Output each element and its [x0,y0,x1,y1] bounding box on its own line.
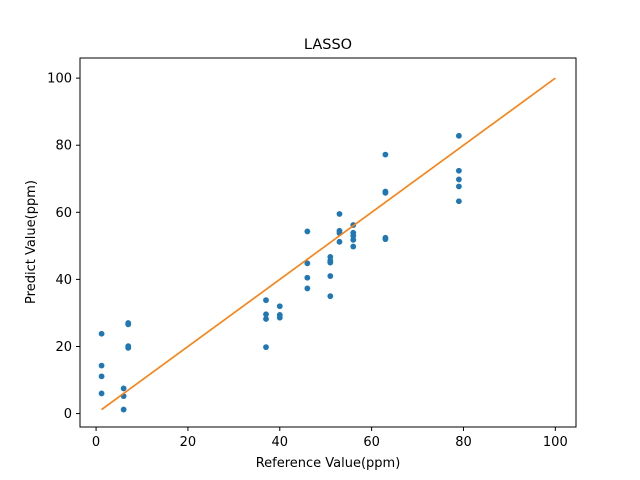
data-point [382,189,389,196]
data-point [304,274,311,281]
data-point [304,260,311,267]
data-point [125,344,132,351]
y-tick-label: 60 [55,206,72,221]
x-tick-label: 0 [92,435,100,450]
data-marks [98,77,556,413]
data-point [382,236,389,243]
x-tick-label: 80 [455,435,472,450]
x-tick-label: 40 [272,435,289,450]
data-point [276,314,283,321]
data-point [98,362,105,369]
data-point [455,176,462,183]
x-tick-label: 20 [180,435,197,450]
x-tick-label: 100 [543,435,568,450]
x-axis-ticks: 0 20 40 60 80 100 [92,427,568,450]
x-axis-label: Reference Value(ppm) [256,456,401,471]
data-point [304,228,311,235]
data-point [455,167,462,174]
x-tick-label: 60 [363,435,380,450]
data-point [263,297,269,304]
y-tick-label: 0 [64,407,72,422]
data-point [455,183,462,190]
data-point [276,303,283,310]
axes-frame [79,57,577,428]
data-point [125,321,132,328]
chart-title: LASSO [304,37,352,53]
data-point [263,344,269,351]
y-tick-label: 20 [55,340,72,355]
data-point [263,316,269,322]
y-axis-label: Predict Value(ppm) [24,180,39,304]
plot-area: 0 20 40 60 80 100 0 20 40 60 80 100 [47,57,577,450]
data-point [382,151,389,158]
data-point [263,311,269,318]
fit-line [101,77,556,411]
y-tick-label: 40 [55,273,72,288]
data-point [98,373,105,380]
y-axis-ticks: 0 20 40 60 80 100 [47,72,80,422]
data-point [327,293,334,300]
data-point [455,132,462,139]
y-tick-label: 80 [55,139,72,154]
data-point [455,198,462,205]
data-point [336,238,343,245]
data-point [120,385,127,392]
data-point [98,390,105,397]
data-point [120,406,127,413]
data-point [350,236,357,243]
data-point [350,243,357,250]
data-point [336,211,343,217]
data-point [98,330,105,337]
data-point [327,259,334,266]
data-point [327,273,334,279]
y-tick-label: 100 [47,72,72,87]
data-point [350,232,357,239]
data-point [304,285,311,292]
